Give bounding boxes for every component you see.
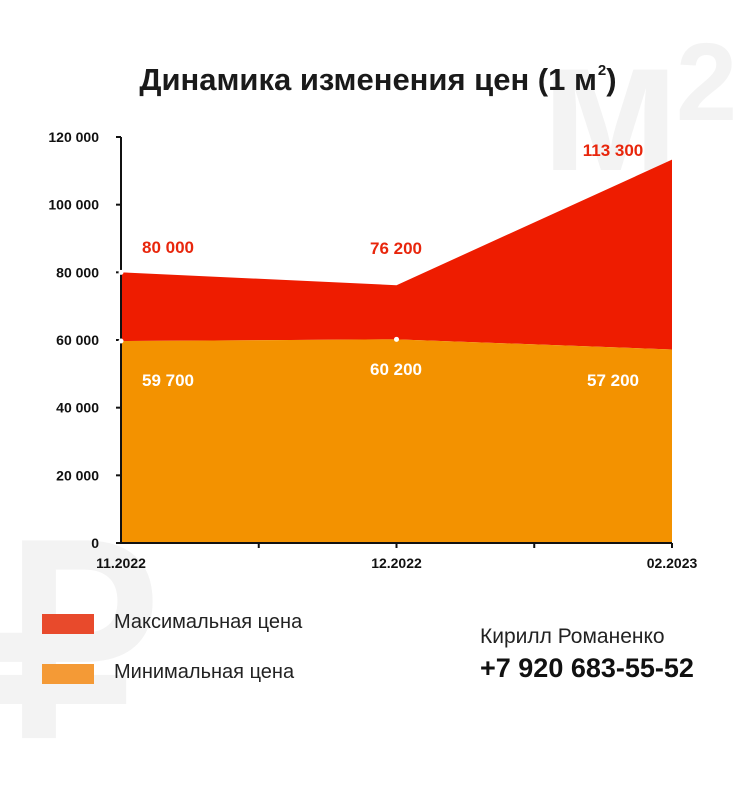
chart-title-text: Динамика изменения цен (1 м <box>139 62 597 97</box>
max-price-label: 80 000 <box>142 238 194 257</box>
max-price-label: 113 300 <box>583 141 644 160</box>
page: м 2 ₽ Динамика изменения цен (1 м2) 0 20 … <box>0 10 756 775</box>
x-tick-label: 11.2022 <box>96 555 146 571</box>
y-tick-label: 100 000 <box>48 197 99 213</box>
price-area-chart: 0 20 000 40 000 60 000 80 000 100 000 120 000 1… <box>48 129 698 571</box>
contact-phone: +7 920 683-55-52 <box>480 653 694 683</box>
chart-title: Динамика изменения цен (1 м2) <box>0 62 756 98</box>
contact-block: Кирилл Романенко +7 920 683-55-52 <box>480 625 694 684</box>
y-tick-label: 60 000 <box>56 332 99 348</box>
max-price-label: 76 200 <box>370 239 422 258</box>
min-price-label: 57 200 <box>587 371 639 390</box>
x-tick-label: 12.2022 <box>371 555 422 571</box>
y-tick-label: 40 000 <box>56 400 99 416</box>
data-point-marker <box>394 336 399 342</box>
watermark-ruble-icon: ₽ <box>0 500 158 790</box>
max-price-area <box>121 159 672 350</box>
y-tick-label: 20 000 <box>56 467 99 483</box>
y-tick-label: 0 <box>91 535 99 551</box>
data-point-marker <box>118 338 124 344</box>
legend-label-max: Максимальная цена <box>114 611 303 633</box>
watermark-squared: 2 <box>676 21 738 144</box>
y-tick-label: 80 000 <box>56 264 99 280</box>
data-point-marker <box>118 269 124 275</box>
min-price-area <box>121 339 672 543</box>
contact-name: Кирилл Романенко <box>480 625 665 648</box>
legend-swatch-max <box>42 614 94 634</box>
x-tick-label: 02.2023 <box>647 555 698 571</box>
legend-label-min: Минимальная цена <box>114 661 295 683</box>
min-price-label: 59 700 <box>142 371 194 390</box>
y-tick-label: 120 000 <box>48 129 99 145</box>
min-price-label: 60 200 <box>370 360 422 379</box>
legend-swatch-min <box>42 664 94 684</box>
chart-title-close: ) <box>606 62 617 97</box>
chart-title-superscript: 2 <box>597 61 607 79</box>
